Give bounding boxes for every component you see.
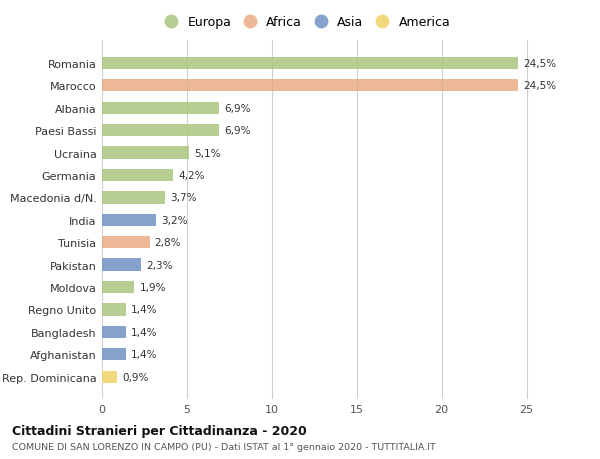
Bar xyxy=(102,169,173,182)
Text: COMUNE DI SAN LORENZO IN CAMPO (PU) - Dati ISTAT al 1° gennaio 2020 - TUTTITALIA: COMUNE DI SAN LORENZO IN CAMPO (PU) - Da… xyxy=(12,442,436,451)
Bar xyxy=(102,125,219,137)
Text: 2,8%: 2,8% xyxy=(155,238,181,248)
Text: 1,4%: 1,4% xyxy=(131,327,157,337)
Bar xyxy=(102,259,141,271)
Text: 1,4%: 1,4% xyxy=(131,350,157,359)
Bar xyxy=(102,147,188,159)
Text: 5,1%: 5,1% xyxy=(194,148,220,158)
Bar xyxy=(102,236,149,249)
Bar xyxy=(102,348,126,361)
Bar xyxy=(102,57,518,70)
Text: 24,5%: 24,5% xyxy=(523,59,556,69)
Text: 6,9%: 6,9% xyxy=(224,126,251,136)
Text: 4,2%: 4,2% xyxy=(178,171,205,180)
Bar xyxy=(102,102,219,115)
Text: 3,7%: 3,7% xyxy=(170,193,196,203)
Text: 0,9%: 0,9% xyxy=(122,372,149,382)
Bar xyxy=(102,281,134,294)
Text: 24,5%: 24,5% xyxy=(523,81,556,91)
Text: 6,9%: 6,9% xyxy=(224,103,251,113)
Text: 2,3%: 2,3% xyxy=(146,260,173,270)
Bar xyxy=(102,80,518,92)
Text: 1,4%: 1,4% xyxy=(131,305,157,315)
Text: 1,9%: 1,9% xyxy=(139,282,166,292)
Bar xyxy=(102,214,157,226)
Text: 3,2%: 3,2% xyxy=(161,215,188,225)
Bar xyxy=(102,192,165,204)
Bar xyxy=(102,371,117,383)
Legend: Europa, Africa, Asia, America: Europa, Africa, Asia, America xyxy=(156,13,453,32)
Bar xyxy=(102,326,126,338)
Text: Cittadini Stranieri per Cittadinanza - 2020: Cittadini Stranieri per Cittadinanza - 2… xyxy=(12,425,307,437)
Bar xyxy=(102,304,126,316)
